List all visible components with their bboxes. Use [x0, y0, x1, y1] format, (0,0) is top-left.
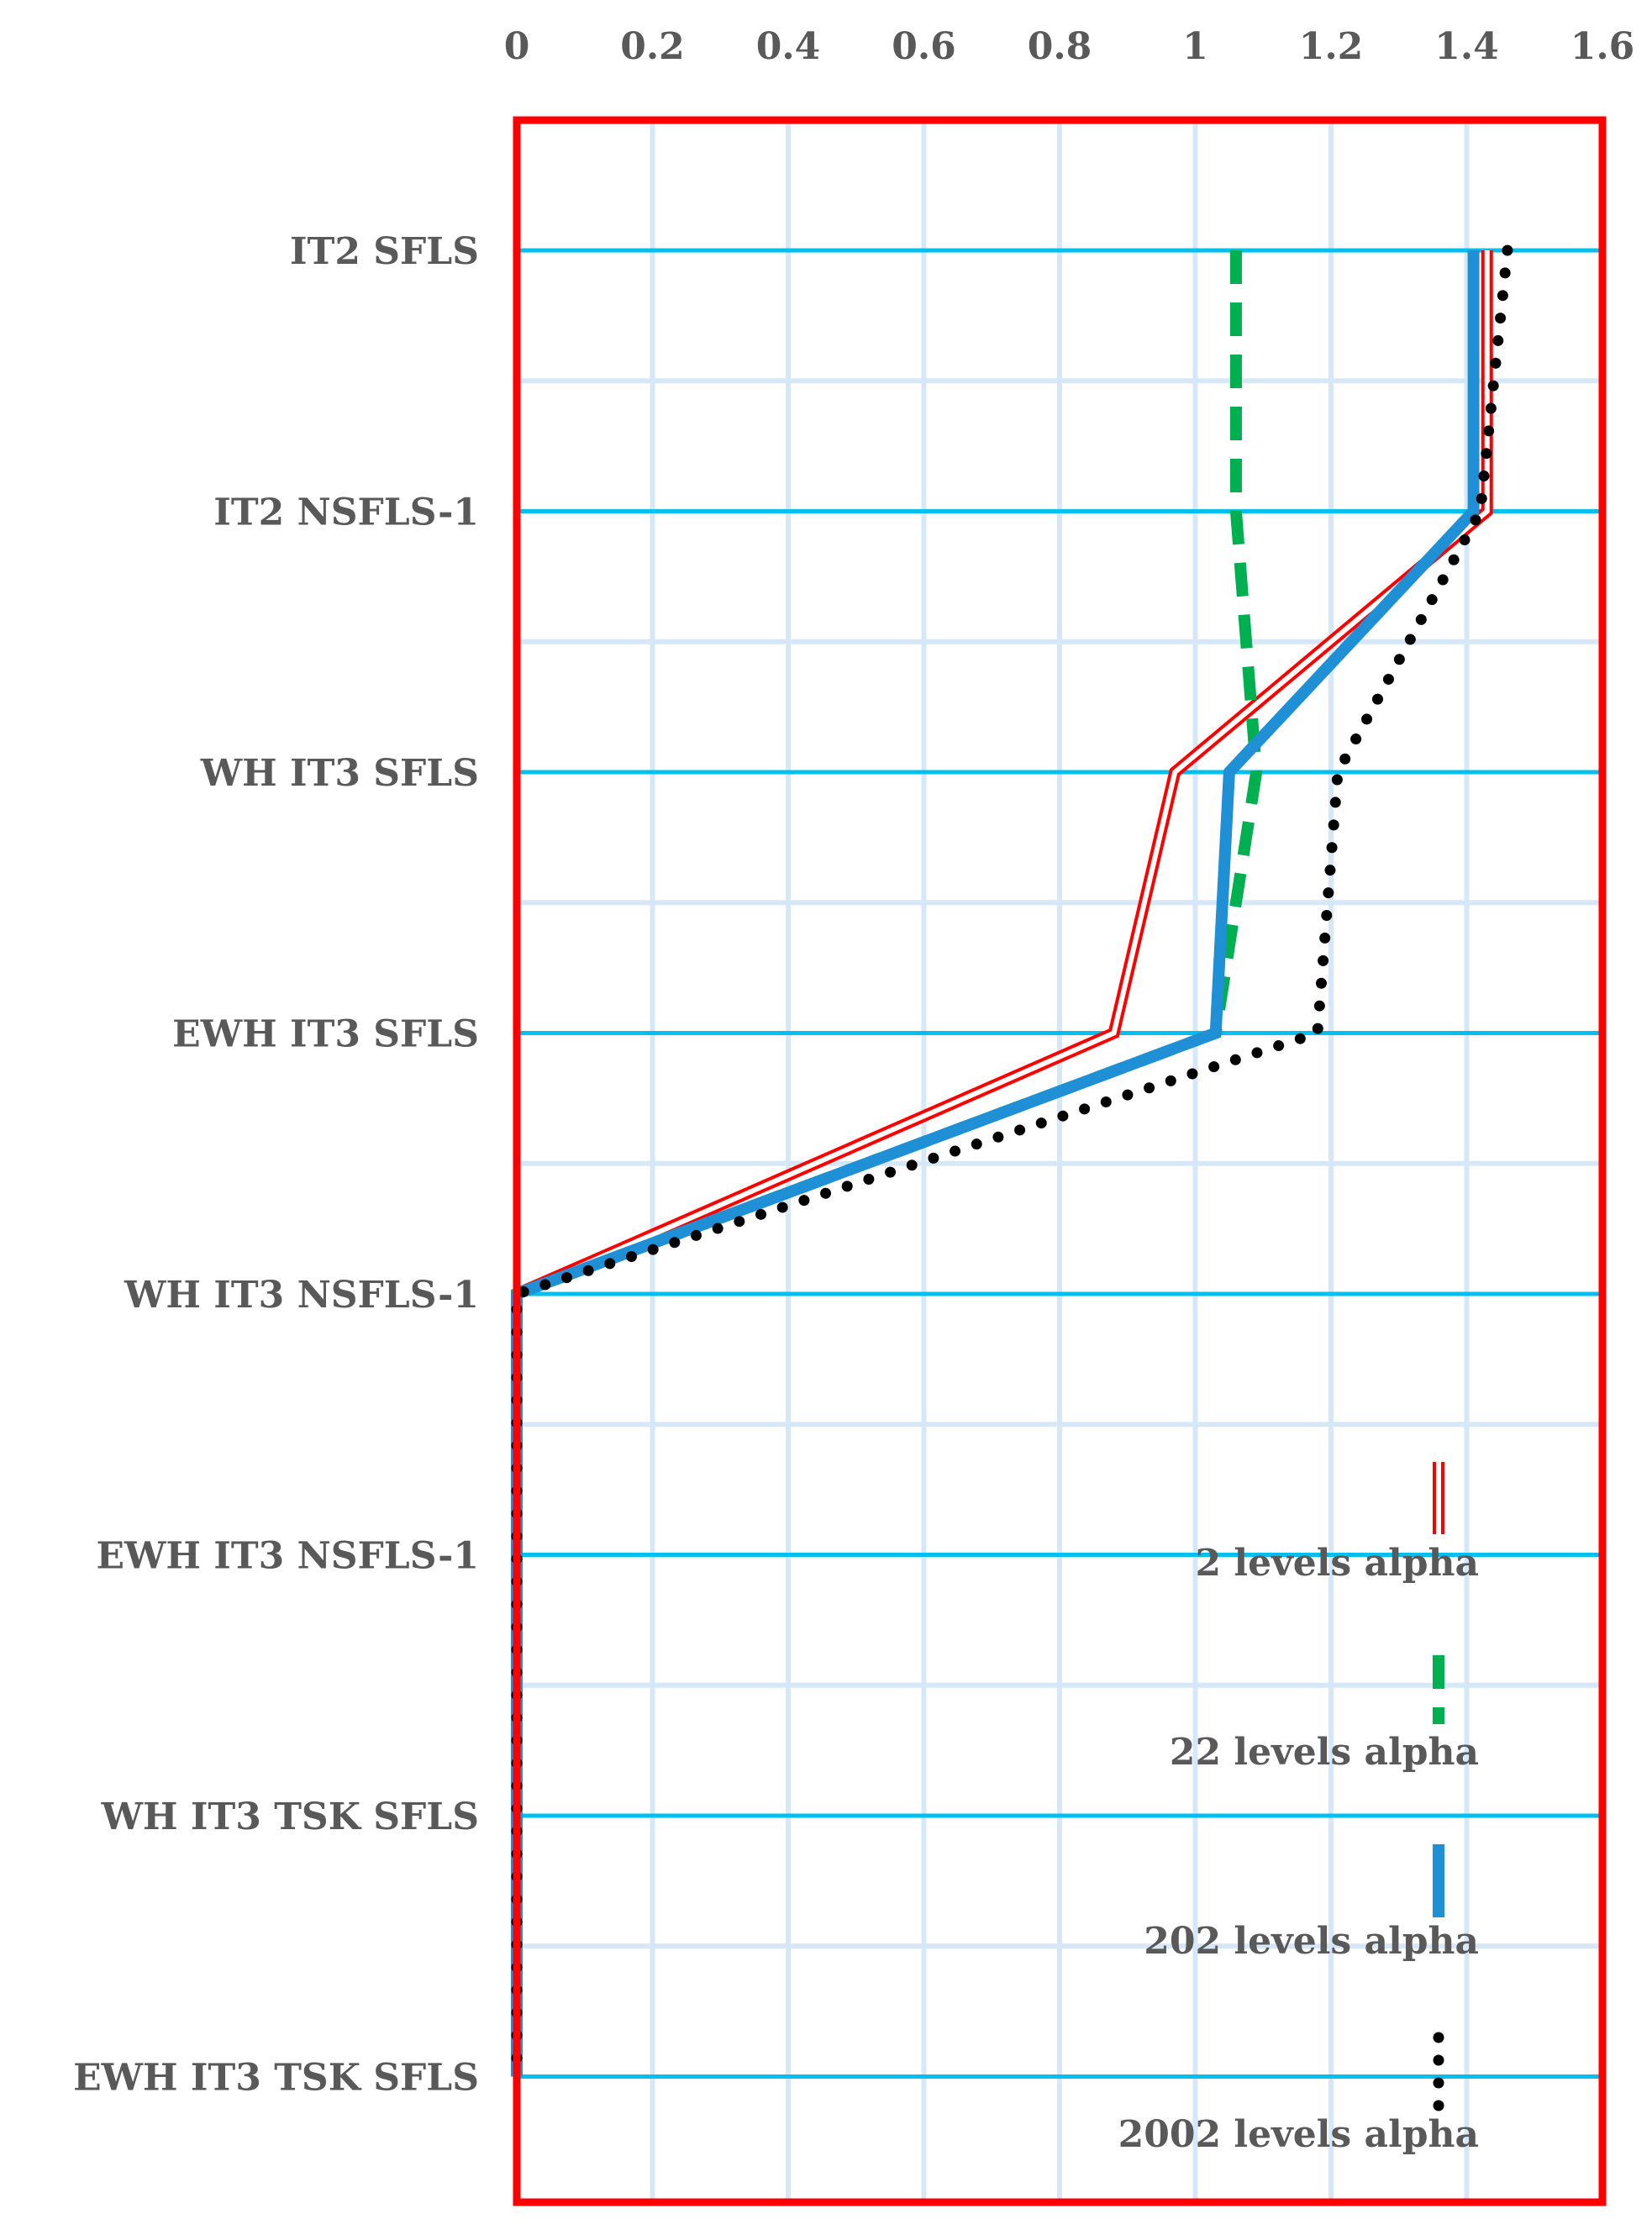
x-tick-label: 1.6	[1570, 25, 1635, 68]
legend: 2 levels alpha 22 levels alpha 202 levels …	[1118, 1462, 1479, 2156]
x-tick-label: 0.8	[1028, 25, 1092, 68]
legend-label: 202 levels alpha	[1144, 1920, 1479, 1963]
plot-frame	[513, 116, 1607, 2206]
x-tick-label: 0.4	[756, 25, 821, 68]
legend-label: 2002 levels alpha	[1118, 2113, 1479, 2156]
x-tick-label: 0.2	[620, 25, 685, 68]
x-tick-label: 1.2	[1299, 25, 1364, 68]
legend-label: 22 levels alpha	[1170, 1731, 1479, 1774]
x-tick-label: 1.4	[1434, 25, 1499, 68]
grid-layer	[514, 120, 1605, 2202]
category-label: EWH IT3 SFLS	[172, 1013, 479, 1056]
x-tick-label: 0.6	[892, 25, 956, 68]
category-label: EWH IT3 NSFLS-1	[96, 1535, 479, 1578]
x-tick-label: 0	[504, 25, 530, 68]
category-label: WH IT3 NSFLS-1	[124, 1274, 479, 1317]
legend-label: 2 levels alpha	[1196, 1542, 1480, 1585]
category-label: WH IT3 SFLS	[200, 752, 479, 795]
category-label: EWH IT3 TSK SFLS	[73, 2057, 479, 2100]
category-label: IT2 SFLS	[290, 230, 479, 273]
category-labels: IT2 SFLS IT2 NSFLS-1 WH IT3 SFLS EWH IT3 SF…	[73, 230, 479, 2100]
category-label: IT2 NSFLS-1	[213, 492, 479, 534]
category-label: WH IT3 TSK SFLS	[101, 1796, 479, 1838]
x-tick-label: 1	[1182, 25, 1208, 68]
x-tick-labels: 0 0.2 0.4 0.6 0.8 1 1.2 1.4 1.6	[504, 25, 1635, 68]
